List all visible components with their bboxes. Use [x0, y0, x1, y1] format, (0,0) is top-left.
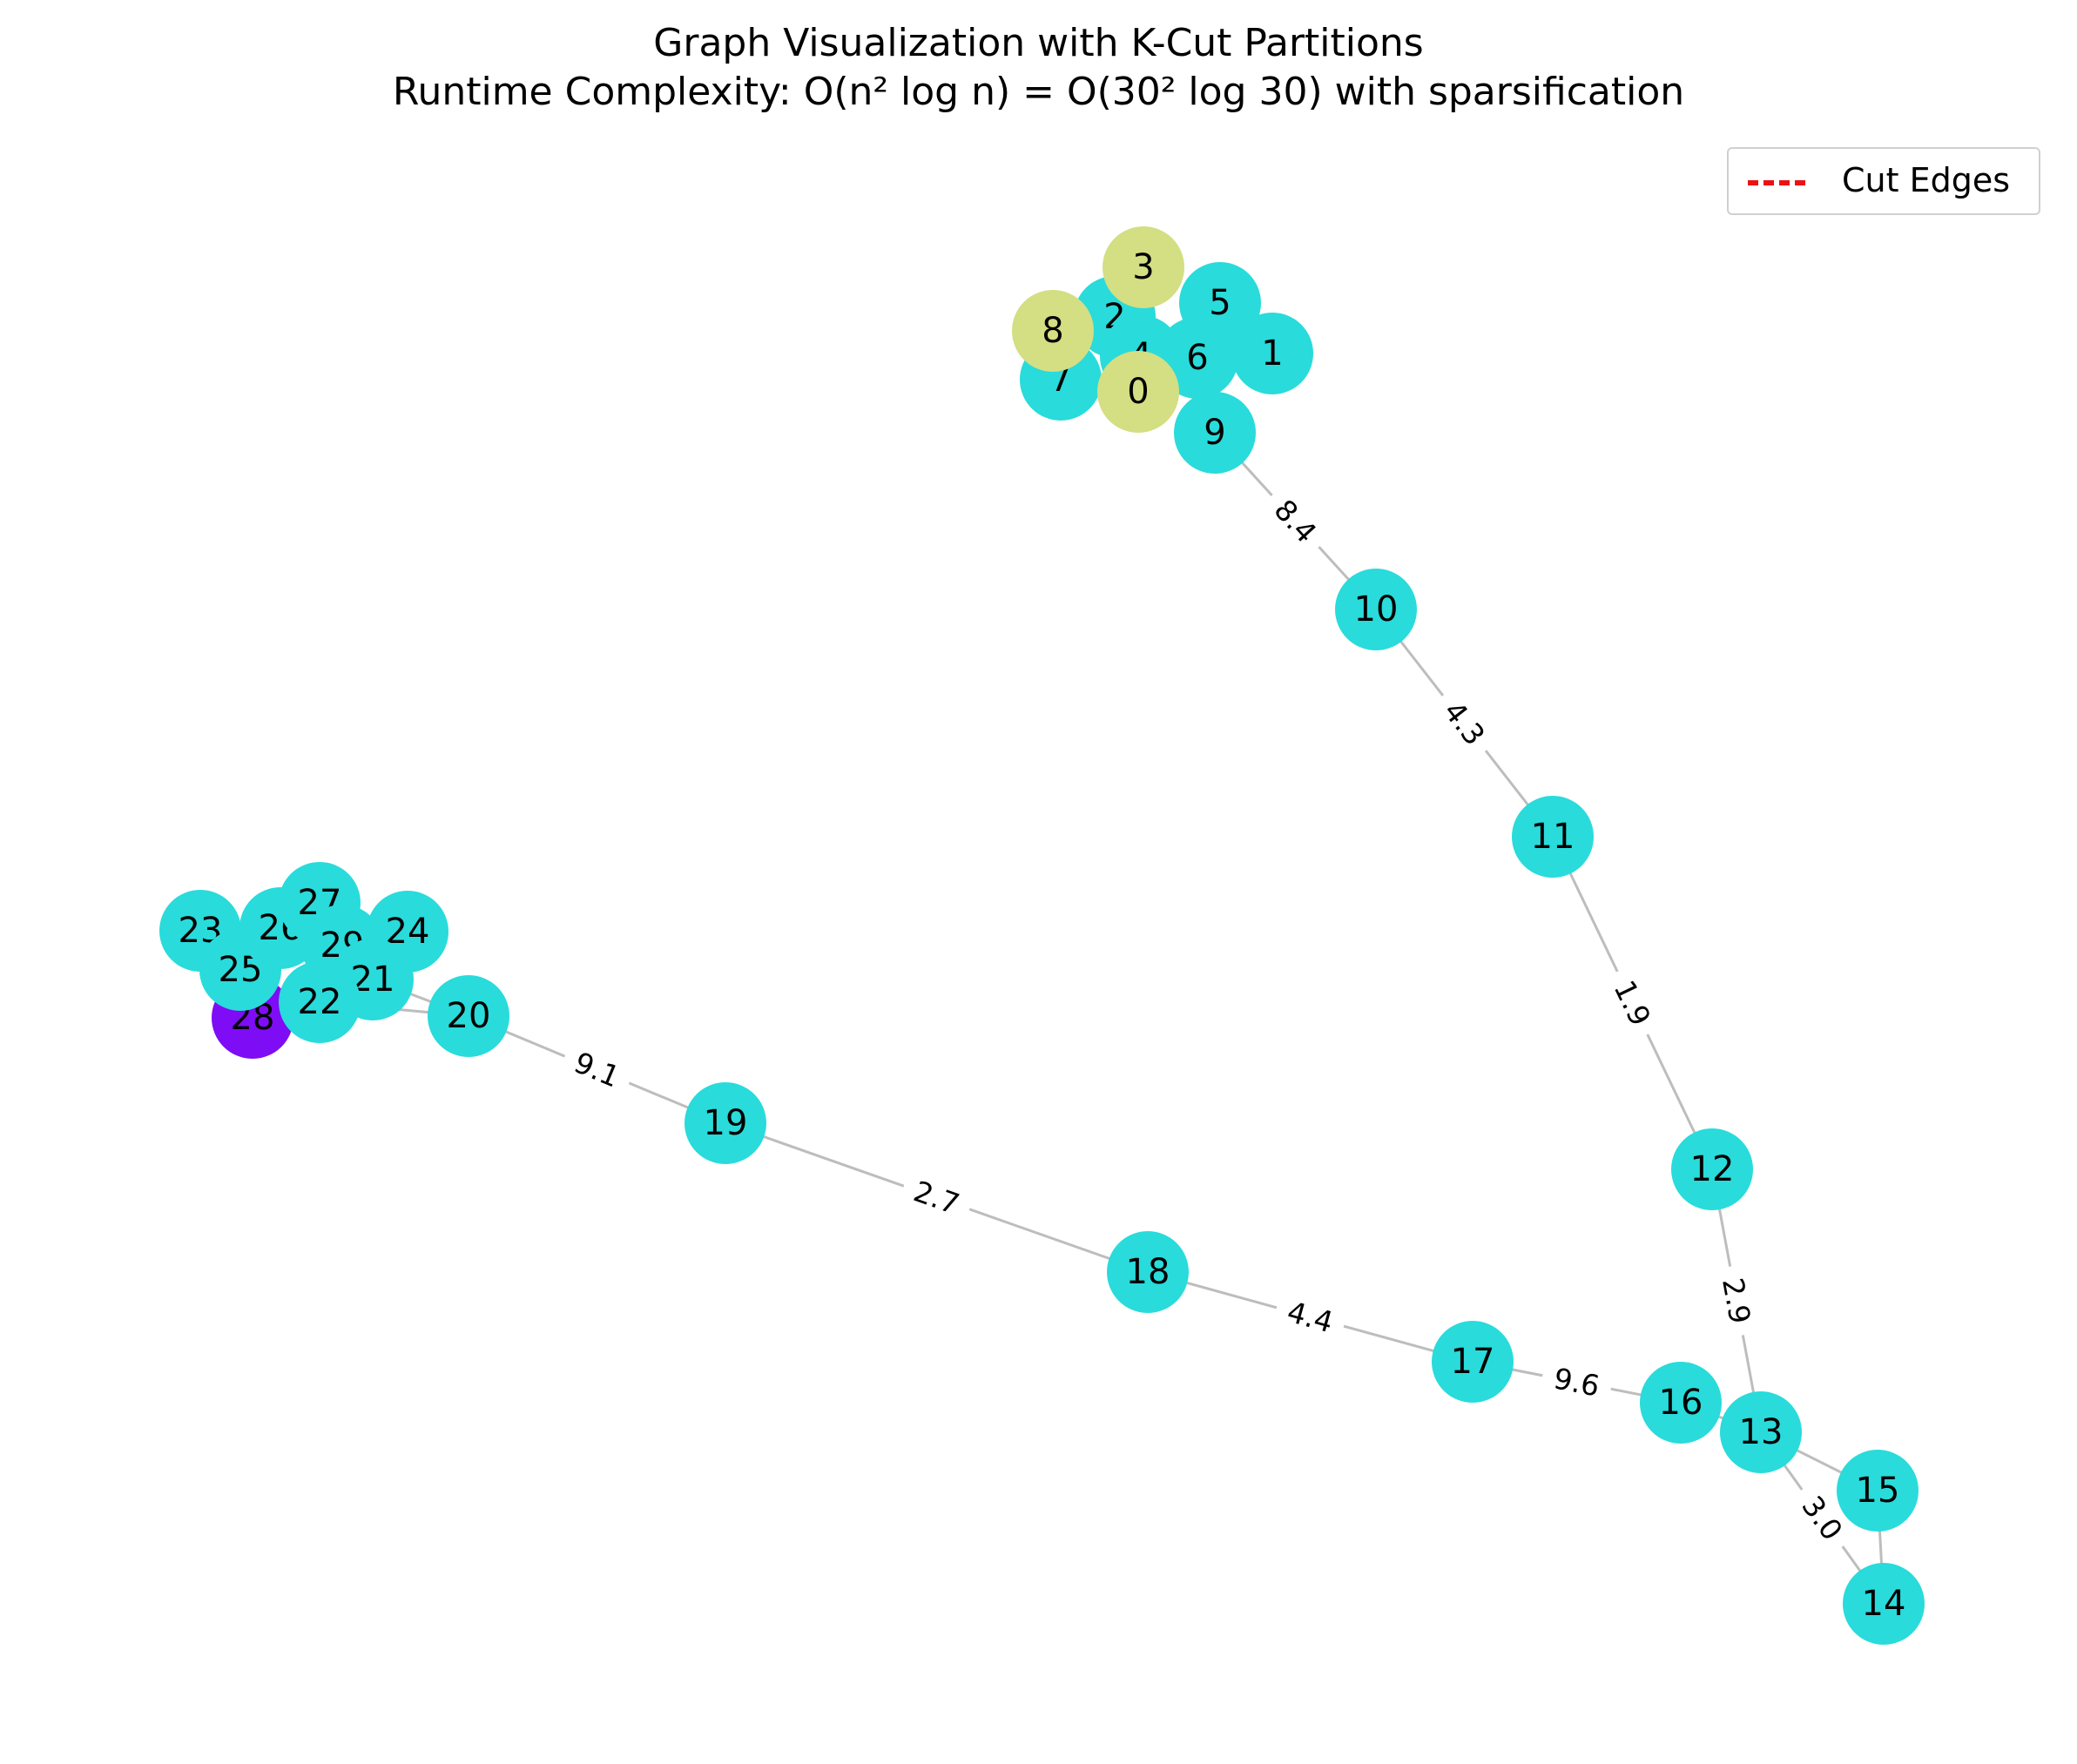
node-label: 14: [1862, 1584, 1906, 1624]
edge-label-background: [1258, 482, 1333, 560]
edge-label-20-19: 9.1: [557, 1038, 637, 1101]
node-label: 6: [1186, 338, 1208, 378]
node-label: 9: [1204, 413, 1225, 453]
graph-node-9: 9: [1174, 392, 1256, 474]
node-label: 12: [1690, 1149, 1735, 1189]
graph-node-13: 13: [1720, 1391, 1802, 1473]
node-circle: [1174, 392, 1256, 474]
node-label: 22: [298, 982, 342, 1022]
edge-label-11-12: 1.9: [1600, 963, 1665, 1043]
node-label: 16: [1659, 1383, 1703, 1423]
node-label: 18: [1126, 1252, 1170, 1292]
legend: Cut Edges: [1727, 147, 2040, 215]
edge-label-background: [1539, 1357, 1615, 1408]
node-label: 11: [1531, 817, 1575, 857]
graph-node-5: 5: [1179, 262, 1261, 344]
edge-label-background: [897, 1168, 976, 1228]
edge-label-18-17: 4.4: [1271, 1289, 1349, 1345]
node-circle: [1432, 1321, 1514, 1403]
node-circle: [1097, 351, 1179, 433]
edge-label-background: [1427, 683, 1501, 763]
edge-label-10-11: 4.3: [1427, 683, 1501, 763]
node-layer: 7246159830101112171613151418192028232526…: [159, 226, 1925, 1645]
edge-label-17-16: 9.6: [1539, 1357, 1615, 1408]
graph-node-0: 0: [1097, 351, 1179, 433]
node-label: 0: [1127, 372, 1149, 412]
node-circle: [1012, 290, 1094, 372]
node-circle: [1107, 1231, 1189, 1313]
legend-label: Cut Edges: [1842, 161, 2011, 199]
graph-node-8: 8: [1012, 290, 1094, 372]
graph-node-20: 20: [428, 975, 509, 1057]
node-circle: [1837, 1450, 1919, 1532]
node-circle: [428, 975, 509, 1057]
graph-node-17: 17: [1432, 1321, 1514, 1403]
node-label: 19: [704, 1103, 748, 1143]
graph-node-3: 3: [1103, 226, 1184, 308]
graph-node-19: 19: [684, 1082, 766, 1164]
node-label: 20: [447, 996, 491, 1036]
node-circle: [1335, 569, 1417, 650]
graph-node-12: 12: [1671, 1128, 1753, 1210]
graph-node-1: 1: [1231, 313, 1313, 394]
edge-label-12-13: 2.9: [1711, 1262, 1762, 1339]
node-label: 13: [1739, 1412, 1784, 1452]
edge-label-13-14: 3.0: [1786, 1478, 1858, 1558]
edge-label-background: [1786, 1478, 1858, 1558]
chart-subtitle: Runtime Complexity: O(n² log n) = O(30² …: [392, 70, 1685, 114]
graph-node-18: 18: [1107, 1231, 1189, 1313]
node-label: 5: [1209, 283, 1231, 323]
node-label: 3: [1132, 247, 1154, 287]
graph-node-14: 14: [1843, 1563, 1925, 1645]
node-circle: [1720, 1391, 1802, 1473]
legend-cut-edge-swatch: [1748, 180, 1805, 185]
edge-label-19-18: 2.7: [897, 1168, 976, 1228]
edge-label-layer: 8.44.31.92.93.09.64.42.79.1: [557, 482, 1858, 1558]
node-label: 10: [1354, 589, 1399, 630]
node-circle: [1640, 1362, 1722, 1444]
node-circle: [1179, 262, 1261, 344]
node-circle: [1512, 796, 1594, 878]
graph-node-15: 15: [1837, 1450, 1919, 1532]
node-label: 17: [1451, 1342, 1495, 1382]
node-label: 1: [1261, 333, 1283, 374]
graph-node-22: 22: [279, 961, 361, 1043]
node-circle: [684, 1082, 766, 1164]
chart-title: Graph Visualization with K-Cut Partition…: [653, 21, 1424, 65]
edge-weight-text: 4.4: [1284, 1295, 1337, 1340]
edge-label-background: [557, 1038, 637, 1101]
node-circle: [1231, 313, 1313, 394]
graph-node-16: 16: [1640, 1362, 1722, 1444]
edge-label-background: [1711, 1262, 1762, 1339]
edge-weight-text: 2.9: [1716, 1276, 1757, 1327]
graph-node-11: 11: [1512, 796, 1594, 878]
node-label: 15: [1856, 1471, 1900, 1511]
edge-label-background: [1271, 1289, 1349, 1345]
node-label: 8: [1042, 311, 1063, 351]
node-circle: [1671, 1128, 1753, 1210]
node-circle: [1843, 1563, 1925, 1645]
edge-label-background: [1600, 963, 1665, 1043]
node-circle: [1103, 226, 1184, 308]
graph-node-10: 10: [1335, 569, 1417, 650]
node-circle: [279, 961, 361, 1043]
